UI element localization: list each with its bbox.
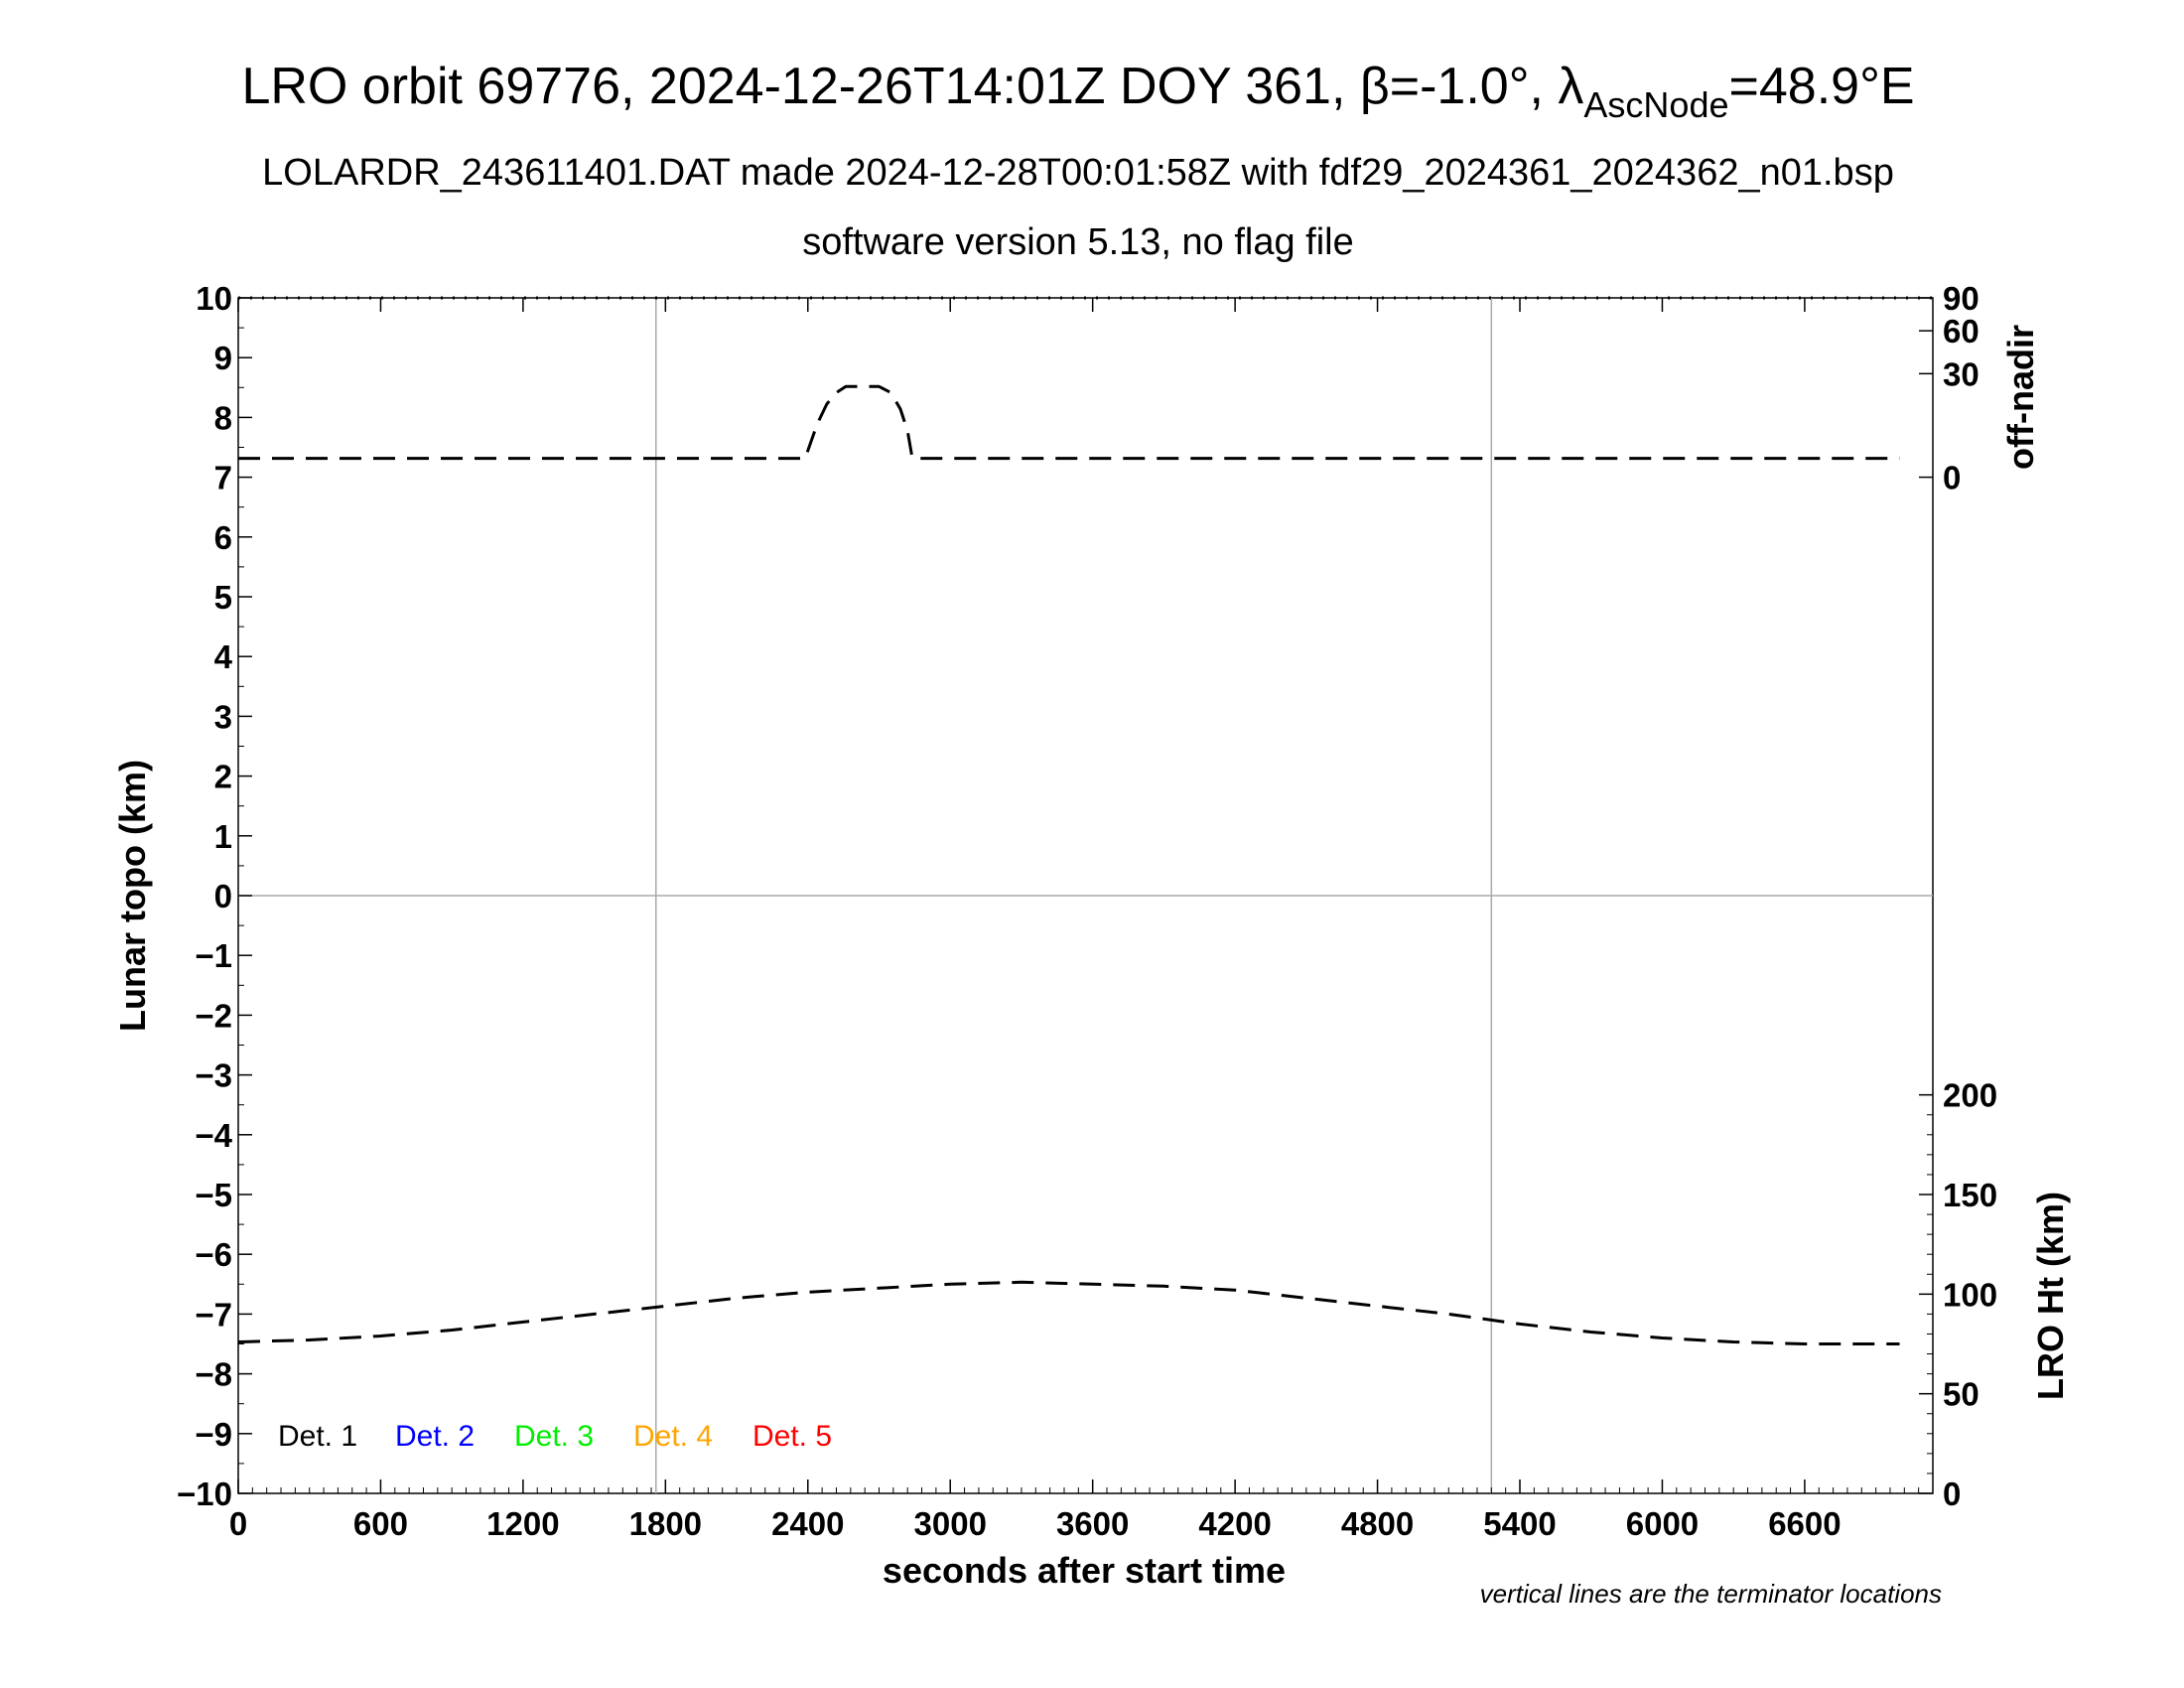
y-tick-label: −5 (195, 1177, 232, 1213)
chart-title-subscript: AscNode (1583, 84, 1728, 125)
x-axis-label: seconds after start time (883, 1550, 1286, 1591)
x-tick-label: 3000 (914, 1505, 987, 1542)
y-tick-label: 4 (214, 638, 233, 675)
chart-title-main: LRO orbit 69776, 2024-12-26T14:01Z DOY 3… (241, 58, 1583, 115)
x-tick-label: 4800 (1341, 1505, 1414, 1542)
off-nadir-tick-label: 60 (1943, 313, 1979, 350)
x-tick-label: 600 (353, 1505, 408, 1542)
y-tick-label: −2 (195, 997, 232, 1034)
y-tick-label: 10 (196, 280, 232, 317)
altitude-tick-label: 100 (1943, 1276, 1997, 1313)
y-tick-label: −6 (195, 1236, 232, 1273)
grid-layer (238, 298, 1933, 1493)
series-layer (237, 384, 1900, 1345)
y-tick-label: 9 (214, 340, 232, 376)
chart-subtitle-software: software version 5.13, no flag file (802, 221, 1354, 263)
y-axis-label-right-bottom: LRO Ht (km) (2030, 1192, 2071, 1400)
legend-det1: Det. 1 (278, 1420, 357, 1453)
chart-title: LRO orbit 69776, 2024-12-26T14:01Z DOY 3… (241, 58, 1914, 125)
tick-label-layer: 0 600 1200 1800 2400 3000 3600 4200 4800 5400 6000… (177, 280, 1997, 1542)
x-tick-label: 1800 (629, 1505, 702, 1542)
x-tick-label: 4200 (1198, 1505, 1271, 1542)
y-tick-label: −1 (195, 937, 232, 974)
x-tick-label: 3600 (1056, 1505, 1129, 1542)
y-tick-label: −8 (195, 1356, 232, 1393)
y-tick-label: 6 (214, 519, 232, 556)
x-tick-label: 1200 (486, 1505, 559, 1542)
y-axis-label-right-top: off-nadir (2000, 325, 2041, 470)
off-nadir-tick-label: 90 (1943, 280, 1979, 317)
altitude-tick-label: 50 (1943, 1376, 1979, 1413)
x-tick-label: 0 (229, 1505, 247, 1542)
x-tick-label: 5400 (1483, 1505, 1556, 1542)
y-tick-label: 7 (214, 460, 232, 496)
series-line-off-nadir (238, 384, 1900, 461)
y-tick-label: 5 (214, 579, 232, 616)
y-tick-label: 0 (214, 878, 232, 914)
y-tick-label: −9 (195, 1416, 232, 1453)
y-tick-label: 1 (214, 818, 232, 855)
y-axis-label-left: Lunar topo (km) (112, 760, 153, 1032)
off-nadir-tick-label: 30 (1943, 355, 1979, 392)
legend-det5: Det. 5 (752, 1420, 832, 1453)
x-tick-label: 2400 (771, 1505, 844, 1542)
y-tick-label: 3 (214, 698, 232, 735)
chart-subtitle-file: LOLARDR_243611401.DAT made 2024-12-28T00… (262, 152, 1894, 194)
terminator-footnote: vertical lines are the terminator locati… (1480, 1579, 1942, 1609)
altitude-tick-label: 200 (1943, 1077, 1997, 1114)
legend-det2: Det. 2 (395, 1420, 475, 1453)
x-tick-label: 6000 (1626, 1505, 1699, 1542)
series-line-lro-height (237, 1280, 1900, 1345)
altitude-tick-label: 0 (1943, 1476, 1961, 1512)
y-tick-label: −7 (195, 1296, 232, 1333)
legend-det4: Det. 4 (633, 1420, 713, 1453)
y-tick-label: −4 (195, 1117, 232, 1154)
legend: Det. 1 Det. 2 Det. 3 Det. 4 Det. 5 (278, 1420, 832, 1453)
altitude-tick-label: 150 (1943, 1177, 1997, 1213)
chart-title-tail: =48.9°E (1729, 58, 1915, 115)
y-tick-label: 2 (214, 759, 232, 795)
x-tick-label: 6600 (1768, 1505, 1841, 1542)
y-tick-label: −3 (195, 1057, 232, 1094)
y-tick-label: 8 (214, 399, 232, 436)
tick-layer (237, 296, 1933, 1494)
legend-det3: Det. 3 (514, 1420, 594, 1453)
off-nadir-tick-label: 0 (1943, 460, 1961, 496)
y-tick-label: −10 (177, 1476, 232, 1512)
